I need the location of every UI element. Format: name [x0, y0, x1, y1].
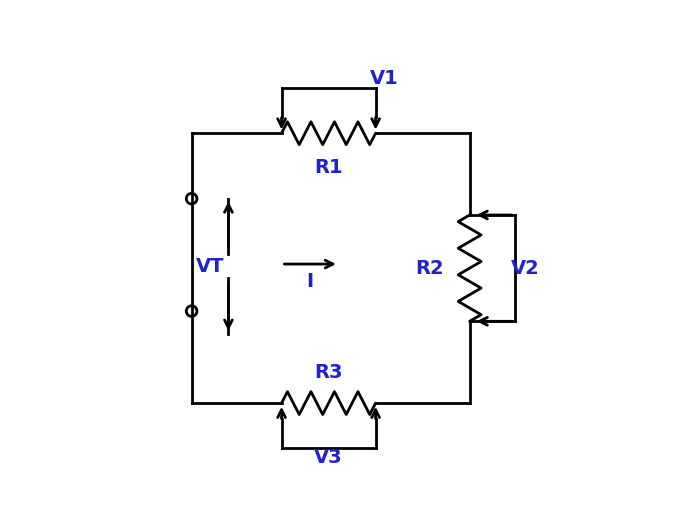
Text: VT: VT [195, 256, 225, 276]
Text: R3: R3 [315, 363, 343, 382]
Text: R1: R1 [314, 158, 343, 177]
Text: V3: V3 [314, 448, 343, 467]
Text: I: I [306, 272, 314, 291]
Text: V2: V2 [511, 259, 539, 278]
Text: V1: V1 [369, 68, 398, 88]
Text: R2: R2 [416, 259, 444, 278]
